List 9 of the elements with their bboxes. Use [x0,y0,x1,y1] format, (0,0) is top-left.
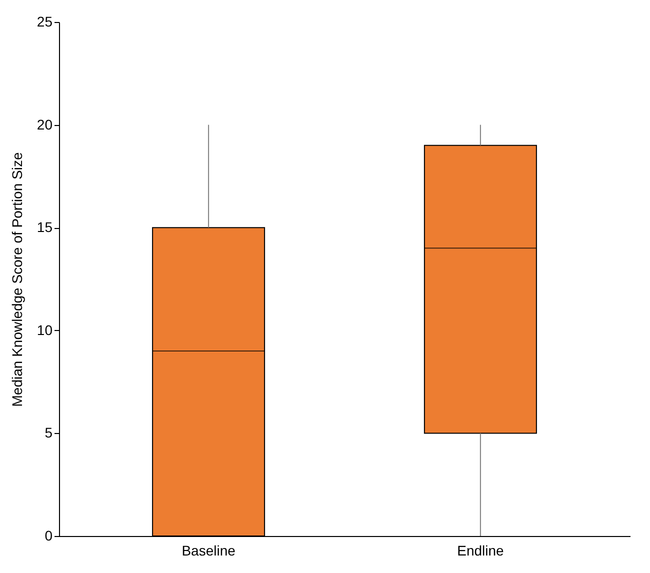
y-tick-label: 25 [36,14,53,30]
y-tick-label: 10 [36,322,53,338]
y-tick-label: 15 [36,219,53,236]
y-axis-title: Median Knowledge Score of Portion Size [8,152,25,407]
y-tick-label: 0 [44,528,53,544]
y-tick-label: 5 [44,424,53,441]
y-tick-label: 20 [36,116,53,132]
x-tick-label: Endline [457,542,504,558]
x-tick-label: Baseline [182,542,236,558]
